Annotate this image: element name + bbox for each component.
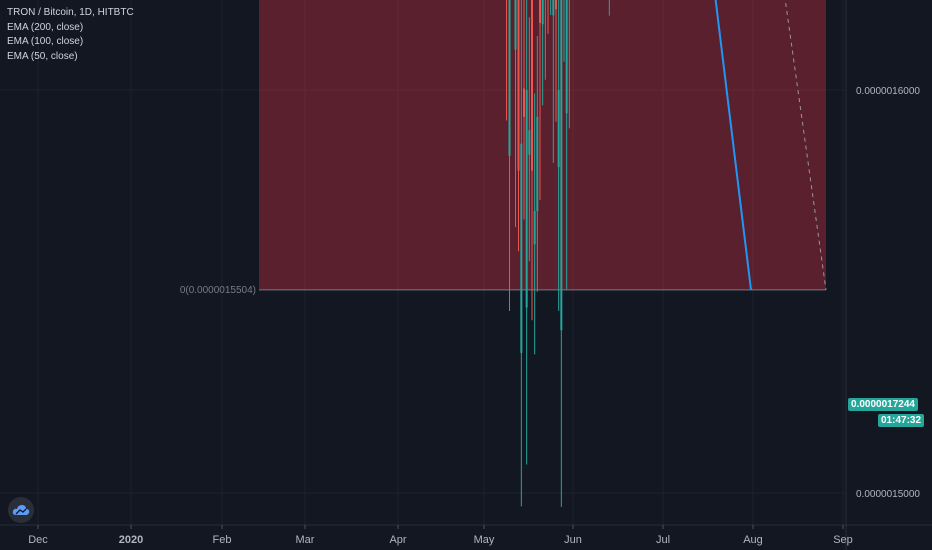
- candle-body: [560, 0, 563, 331]
- x-tick-label: Jun: [564, 534, 582, 546]
- x-tick-label: Sep: [833, 534, 853, 546]
- candle-body: [552, 0, 555, 16]
- symbol-title[interactable]: TRON / Bitcoin, 1D, HITBTC: [7, 7, 134, 18]
- y-tick-label: 0.0000016000: [856, 86, 920, 97]
- y-tick-label: 0.0000015000: [856, 489, 920, 500]
- candle-body: [520, 143, 523, 353]
- candle-body: [528, 130, 531, 155]
- candle-body: [525, 90, 528, 308]
- x-tick-label: Apr: [389, 534, 406, 546]
- candle-body: [541, 0, 544, 25]
- candle-body: [531, 0, 533, 171]
- candle-body: [557, 90, 560, 168]
- x-tick-label: Feb: [213, 534, 232, 546]
- candlestick-series: [506, 0, 610, 507]
- candle-body: [517, 0, 520, 171]
- candle-body: [514, 0, 517, 50]
- x-tick-label: Aug: [743, 534, 763, 546]
- candle-body: [536, 116, 539, 212]
- chart-legend: TRON / Bitcoin, 1D, HITBTC EMA (200, clo…: [7, 6, 134, 64]
- time-axis[interactable]: Dec 2020 Feb Mar Apr May Jun Jul Aug Sep: [28, 525, 853, 546]
- price-axis[interactable]: 0.00000150000.00000160000.00000170000.00…: [856, 0, 920, 500]
- ema200-label[interactable]: EMA (200, close): [7, 21, 84, 33]
- last-price-tag: 0.0000017244: [848, 398, 918, 411]
- x-tick-label: Mar: [296, 534, 315, 546]
- ema50-label[interactable]: EMA (50, close): [7, 50, 78, 62]
- tradingview-cloud-icon[interactable]: [8, 497, 34, 523]
- x-tick-label: Jul: [656, 534, 670, 546]
- x-tick-label: 2020: [119, 534, 143, 546]
- x-tick-label: Dec: [28, 534, 48, 546]
- fib-level-label: 0(0.0000015504): [180, 285, 256, 296]
- candle-body: [508, 0, 511, 156]
- candle-body: [565, 0, 568, 114]
- fibonacci-retracement[interactable]: 1(0.0000025514)0.786(0.0000023372)0.618(…: [160, 0, 826, 296]
- candle-body: [523, 88, 525, 117]
- x-tick-label: May: [474, 534, 495, 546]
- chart-grid: [0, 0, 846, 525]
- candle-body: [555, 0, 557, 10]
- cloud-icon: [12, 505, 30, 515]
- candle-body: [533, 210, 536, 245]
- candle-body: [539, 0, 541, 23]
- ema100-label[interactable]: EMA (100, close): [7, 36, 84, 47]
- bar-countdown-tag: 01:47:32: [878, 414, 925, 427]
